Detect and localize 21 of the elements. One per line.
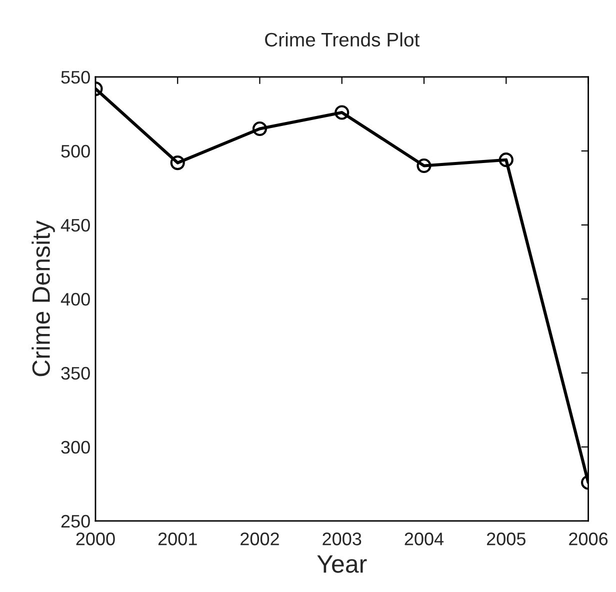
- point: [252, 121, 268, 136]
- y-tick-label: 300: [61, 440, 90, 454]
- x-tick-label: 2004: [404, 532, 444, 546]
- x-tick-label: 2000: [76, 532, 115, 546]
- point: [416, 158, 432, 174]
- y-tick-label: 400: [60, 292, 90, 306]
- chart-title: Crime Trends Plot: [265, 32, 420, 47]
- y-axis-title: Crime Density: [32, 220, 55, 376]
- x-tick-label: 2005: [486, 532, 526, 546]
- y-tick-label: 350: [61, 366, 90, 380]
- y-tick-label: 500: [61, 144, 90, 158]
- y-tick-label: 450: [60, 218, 90, 232]
- point: [334, 105, 350, 120]
- x-axis-title: Year: [317, 555, 367, 573]
- y-tick-label: 550: [61, 70, 90, 84]
- x-tick-label: 2006: [569, 532, 608, 546]
- x-tick-label: 2003: [322, 532, 362, 546]
- y-tick-label: 250: [61, 514, 90, 528]
- x-tick-label: 2002: [240, 532, 279, 546]
- point: [498, 152, 514, 168]
- x-tick-label: 2001: [158, 532, 197, 546]
